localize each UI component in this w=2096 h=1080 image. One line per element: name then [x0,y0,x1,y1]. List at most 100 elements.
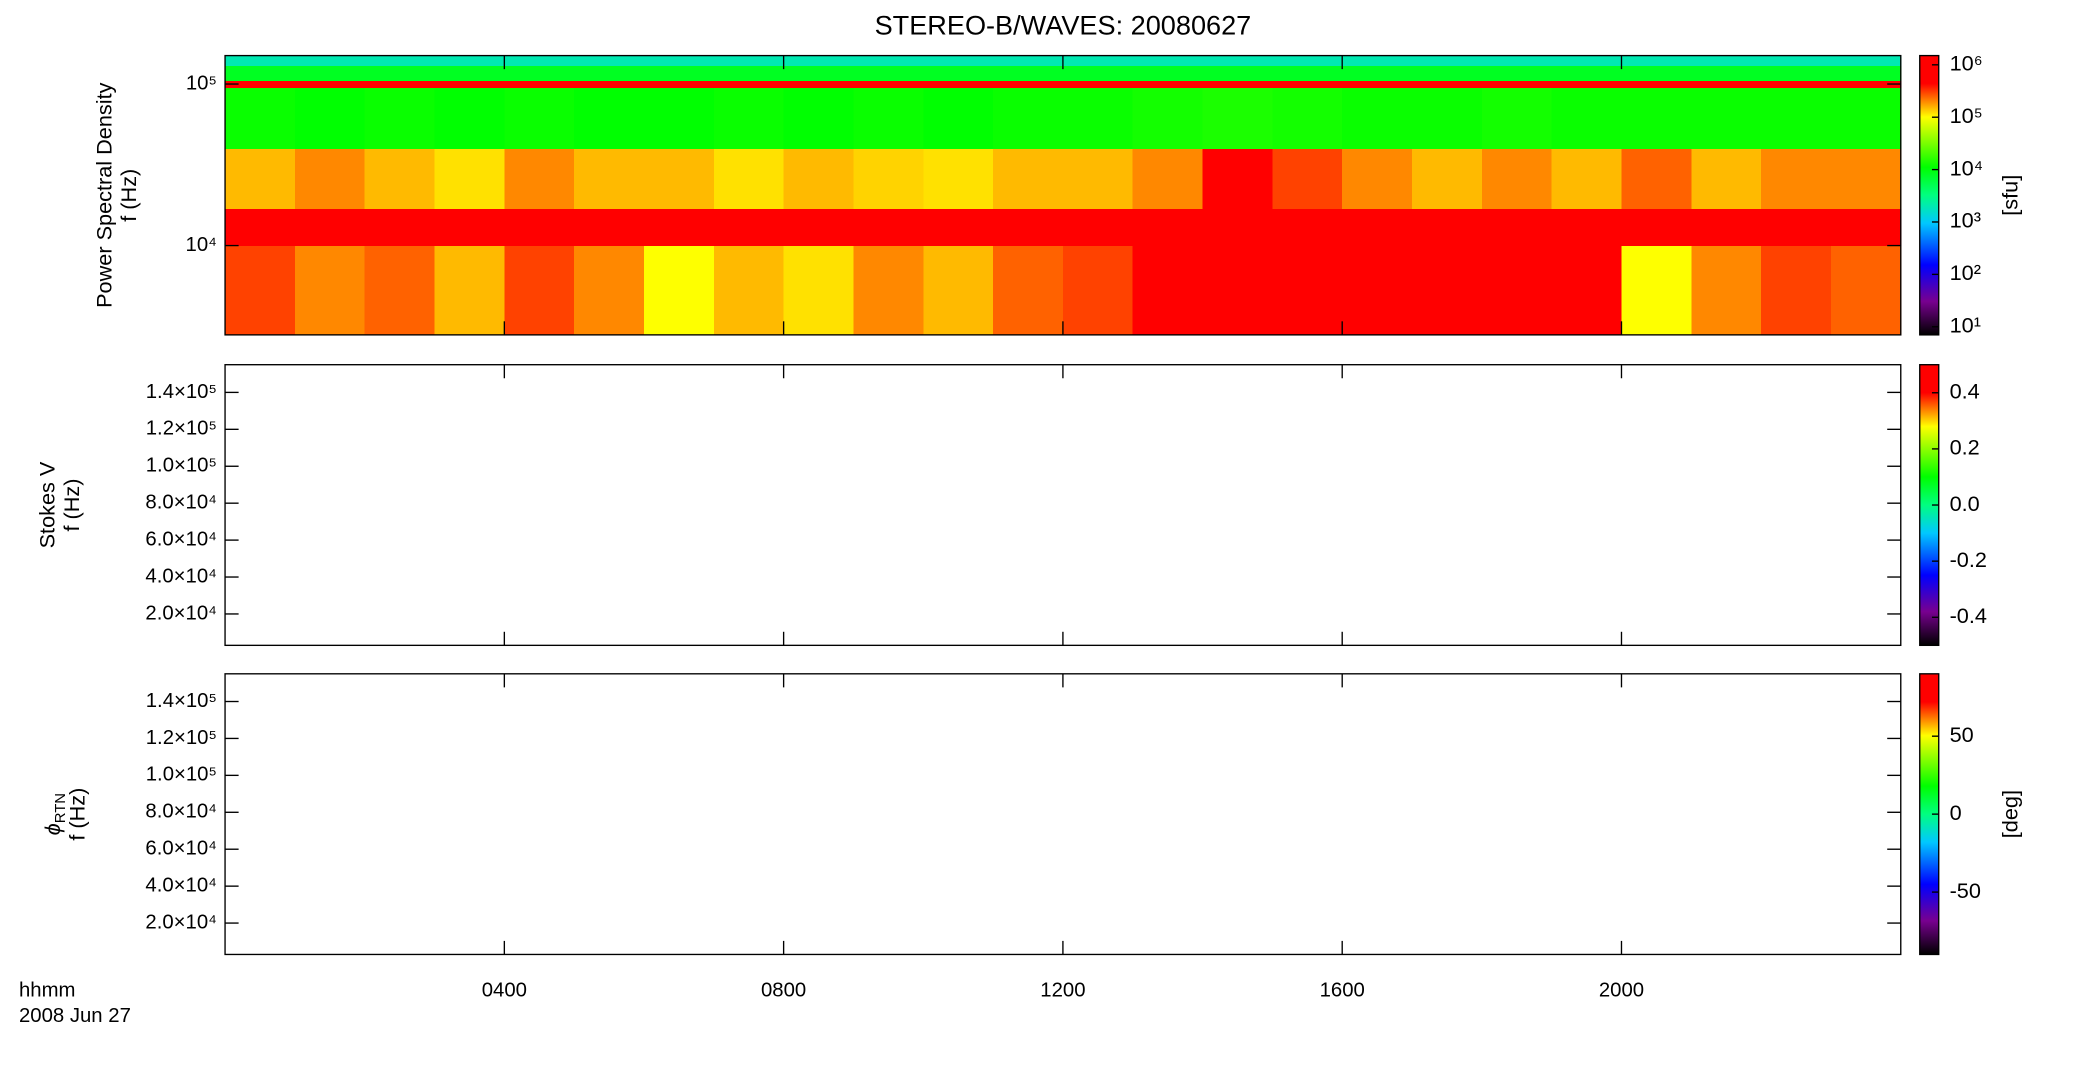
spectrogram-cell [1551,87,1623,149]
spectrogram-cell [713,55,785,67]
y-axis-label: f (Hz) [64,788,89,841]
spectrogram-cell [1761,80,1832,89]
spectrogram-cell [225,65,296,82]
spectrogram-cell [1132,208,1204,247]
spectrogram-cell [1202,80,1273,89]
spectrogram-cell [1342,208,1413,247]
spectrogram-cell [853,148,924,209]
x-tick-label: 1200 [1040,979,1085,1001]
spectrogram-cell [1062,65,1134,82]
spectrogram-cell [434,55,505,67]
spectrogram-cell [434,65,505,82]
spectrogram-cell [294,65,366,82]
spectrogram-cell [434,80,505,89]
colorbar-tick-label: 10⁴ [1950,155,1983,180]
spectrogram-cell [1481,208,1553,247]
spectrogram-cell [923,245,994,336]
spectrogram-cell [1481,245,1553,336]
spectrogram-cell [853,245,924,336]
spectrogram-cell [783,87,854,149]
colorbar-tick-label: 10⁶ [1950,51,1983,76]
spectrogram-cell [504,148,575,209]
spectrogram-cell [1412,55,1483,67]
spectrogram-cell [1761,65,1832,82]
spectrogram-cell [364,65,436,82]
spectrogram-cell [1621,87,1692,149]
spectrogram-cell [1062,80,1134,89]
y-tick-label: 1.4×10⁵ [146,690,217,712]
spectrogram-cell [504,80,575,89]
spectrogram-cell [1202,65,1273,82]
spectrogram-cell [643,55,715,67]
spectrogram-cell [853,208,924,247]
spectrogram-cell [294,148,366,209]
spectrogram-cell [643,65,715,82]
spectrogram-cell [643,148,715,209]
spectrogram-cell [574,245,645,336]
y-tick-label: 6.0×10⁴ [145,528,216,550]
spectrogram-cell [1830,245,1902,336]
y-tick-label: 4.0×10⁴ [145,875,216,897]
spectrogram-cell [1272,55,1343,67]
plot-frame [224,364,1902,647]
spectrogram-cell [1830,55,1902,67]
colorbar-tick-label: 0.4 [1950,378,1980,403]
colorbar-tick-label: -0.4 [1950,603,1987,628]
spectrogram-cell [643,80,715,89]
x-tick-label: 2000 [1599,979,1644,1001]
spectrogram-cell [1621,148,1692,209]
spectrogram-cell [713,65,785,82]
x-tick-label: 0400 [482,979,527,1001]
spectrogram-cell [1272,65,1343,82]
y-tick-label: 10⁵ [186,72,217,94]
spectrogram-cell [1412,80,1483,89]
y-tick-label: 10⁴ [186,234,217,256]
y-axis-label: f (Hz) [116,169,141,222]
spectrogram-cell [1691,208,1762,247]
spectrogram-cell [923,87,994,149]
spectrogram-cell [1132,55,1204,67]
spectrogram-cell [1621,65,1692,82]
spectrogram-cell [1691,80,1762,89]
spectrogram-cell [713,208,785,247]
spectrogram-cell [1132,148,1204,209]
spectrogram-cell [294,208,366,247]
colorbar-tick-label: 10¹ [1950,312,1981,337]
colorbar-tick-label: 50 [1950,722,1974,747]
spectrogram-cell [1761,55,1832,67]
spectrogram-cell [643,245,715,336]
spectrogram-cell [1272,80,1343,89]
colorbar-tick-label: 0 [1950,800,1962,825]
spectrogram-cell [713,87,785,149]
spectrogram-cell [1062,87,1134,149]
spectrogram-cell [1412,245,1483,336]
spectrogram-cell [1132,87,1204,149]
spectrogram-cell [783,55,854,67]
spectrogram-cell [853,65,924,82]
spectrogram-cell [853,80,924,89]
y-tick-label: 1.0×10⁵ [146,455,217,477]
spectrogram-cell [1551,245,1623,336]
spectrogram-cell [713,80,785,89]
spectrogram-cell [434,87,505,149]
spectrogram-cell [504,55,575,67]
spectrogram-cell [1691,245,1762,336]
spectrogram-cell [294,245,366,336]
colorbar [1919,54,1940,336]
spectrogram-cell [504,87,575,149]
spectrogram-cell [1830,148,1902,209]
y-tick-label: 1.2×10⁵ [146,418,217,440]
spectrogram-cell [1412,148,1483,209]
y-tick-label: 1.4×10⁵ [146,381,217,403]
spectrogram-cell [1062,245,1134,336]
spectrogram-cell [1621,80,1692,89]
spectrogram-cell [1551,65,1623,82]
spectrogram-cell [1342,148,1413,209]
spectrogram-cell [225,87,296,149]
spectrogram-cell [783,245,854,336]
spectrogram-cell [1481,80,1553,89]
y-axis-label-subscript: RTN [53,793,69,823]
spectrogram-cell [783,208,854,247]
